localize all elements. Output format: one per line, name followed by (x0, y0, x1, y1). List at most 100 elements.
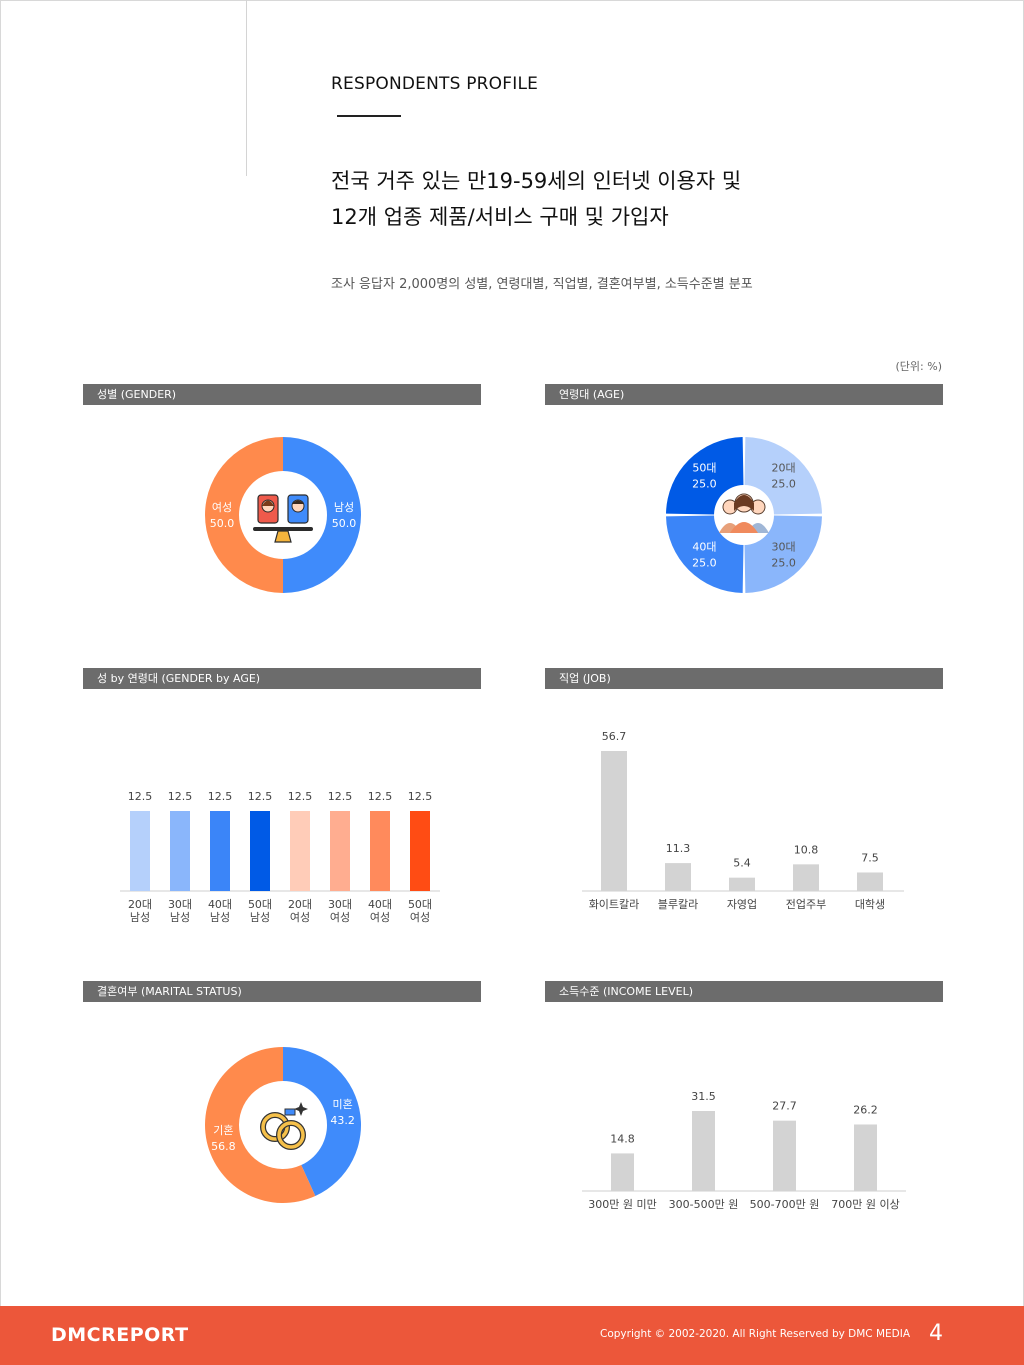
category-tick-label: 300-500만 원 (669, 1198, 739, 1211)
page-subtitle: 조사 응답자 2,000명의 성별, 연령대별, 직업별, 결혼여부별, 소득수… (331, 277, 753, 292)
bar-value-label: 12.5 (408, 790, 433, 803)
page-headline: 전국 거주 있는 만19-59세의 인터넷 이용자 및 12개 업종 제품/서비… (331, 163, 741, 235)
slice-category-label: 기혼 (213, 1124, 233, 1137)
bar (330, 811, 350, 891)
bar-value-label: 56.7 (602, 730, 627, 743)
slice-category-label: 여성 (212, 501, 232, 514)
donut-slice (666, 437, 744, 515)
donut-hole (240, 472, 326, 558)
category-tick-label: 여성 (290, 911, 310, 924)
bar-value-label: 10.8 (794, 843, 819, 856)
donut-slice (283, 437, 361, 593)
category-tick-label: 여성 (410, 911, 430, 924)
bar (410, 811, 430, 891)
bar-value-label: 12.5 (328, 790, 353, 803)
category-tick-label: 남성 (130, 911, 150, 924)
marital-donut-chart: 미혼 43.2 기혼 56.8 (204, 1047, 361, 1203)
category-tick-label: 30대 (168, 898, 192, 911)
category-tick-label: 남성 (210, 911, 230, 924)
category-tick-label: 전업주부 (786, 898, 826, 911)
bar (250, 811, 270, 891)
donut-slice (744, 515, 822, 593)
slice-value-label: 56.8 (211, 1140, 236, 1153)
gender-donut-chart: 남성 50.0 여성 50.0 (205, 437, 361, 593)
bar-value-label: 12.5 (368, 790, 393, 803)
panel-title-gender-by-age: 성 by 연령대 (GENDER by AGE) (83, 668, 481, 689)
bar (611, 1153, 634, 1191)
bar-value-label: 12.5 (288, 790, 313, 803)
headline-line-2: 12개 업종 제품/서비스 구매 및 가입자 (331, 205, 669, 229)
category-tick-label: 자영업 (727, 898, 757, 911)
category-tick-label: 40대 (208, 898, 232, 911)
bar-value-label: 27.7 (772, 1100, 797, 1113)
category-tick-label: 500-700만 원 (750, 1198, 820, 1211)
bar (854, 1124, 877, 1191)
slice-category-label: 40대 (692, 541, 716, 554)
bar-value-label: 12.5 (208, 790, 233, 803)
bar-value-label: 14.8 (610, 1132, 635, 1145)
category-tick-label: 50대 (408, 898, 432, 911)
panel-title-gender: 성별 (GENDER) (83, 384, 481, 405)
category-tick-label: 여성 (330, 911, 350, 924)
section-kicker: RESPONDENTS PROFILE (331, 74, 539, 94)
category-tick-label: 여성 (370, 911, 390, 924)
category-tick-label: 화이트칼라 (589, 898, 640, 911)
decorative-vertical-line (246, 0, 247, 176)
headline-line-1: 전국 거주 있는 만19-59세의 인터넷 이용자 및 (331, 169, 742, 193)
age-donut-chart: 20대 25.0 30대 25.0 40대 25.0 50대 25.0 (666, 437, 822, 593)
bar-value-label: 7.5 (861, 851, 879, 864)
bar (290, 811, 310, 891)
category-tick-label: 블루칼라 (658, 898, 698, 911)
slice-category-label: 50대 (692, 461, 716, 474)
category-tick-label: 30대 (328, 898, 352, 911)
bar (665, 863, 691, 891)
category-tick-label: 40대 (368, 898, 392, 911)
slice-value-label: 25.0 (771, 557, 796, 570)
unit-note: (단위: %) (895, 360, 942, 373)
bar-value-label: 12.5 (248, 790, 273, 803)
bar (857, 872, 883, 891)
bar-value-label: 11.3 (666, 842, 691, 855)
panel-title-marital: 결혼여부 (MARITAL STATUS) (83, 981, 481, 1002)
category-tick-label: 대학생 (855, 898, 885, 911)
bar-value-label: 12.5 (168, 790, 193, 803)
slice-value-label: 25.0 (692, 477, 717, 490)
slice-category-label: 미혼 (332, 1098, 352, 1111)
slice-value-label: 25.0 (771, 477, 796, 490)
bar-value-label: 31.5 (691, 1090, 716, 1103)
slice-value-label: 43.2 (330, 1114, 355, 1127)
bar (130, 811, 150, 891)
category-tick-label: 20대 (128, 898, 152, 911)
bar (370, 811, 390, 891)
category-tick-label: 남성 (170, 911, 190, 924)
panel-title-age: 연령대 (AGE) (545, 384, 943, 405)
category-tick-label: 50대 (248, 898, 272, 911)
income-bar-chart: 14.8 300만 원 미만 31.5 300-500만 원 27.7 500-700만 … (582, 1090, 906, 1211)
wedding-rings-icon (260, 1102, 308, 1150)
kicker-underline (337, 115, 401, 117)
footer-bar: DMCREPORT Copyright © 2002-2020. All Rig… (0, 1306, 1024, 1365)
category-tick-label: 300만 원 미만 (588, 1198, 656, 1211)
donut-slice (204, 1047, 316, 1203)
balance-scale-people-icon (253, 494, 313, 543)
donut-slice (666, 515, 744, 593)
group-people-icon (719, 493, 769, 533)
slice-category-label: 남성 (334, 501, 354, 514)
bar (692, 1111, 715, 1191)
bar (793, 864, 819, 891)
copyright-text: Copyright © 2002-2020. All Right Reserve… (600, 1328, 911, 1340)
panel-title-job: 직업 (JOB) (545, 668, 943, 689)
slice-category-label: 20대 (772, 461, 796, 474)
bar (729, 877, 755, 891)
bar-value-label: 12.5 (128, 790, 153, 803)
page-number: 4 (929, 1321, 943, 1346)
donut-slice (205, 437, 283, 593)
bar (773, 1120, 796, 1191)
donut-slice (744, 437, 822, 515)
bar (601, 751, 627, 891)
slice-value-label: 50.0 (210, 517, 235, 530)
category-tick-label: 700만 원 이상 (831, 1198, 899, 1211)
bar-value-label: 26.2 (853, 1103, 878, 1116)
brand-logo[interactable]: DMCREPORT (51, 1324, 189, 1346)
